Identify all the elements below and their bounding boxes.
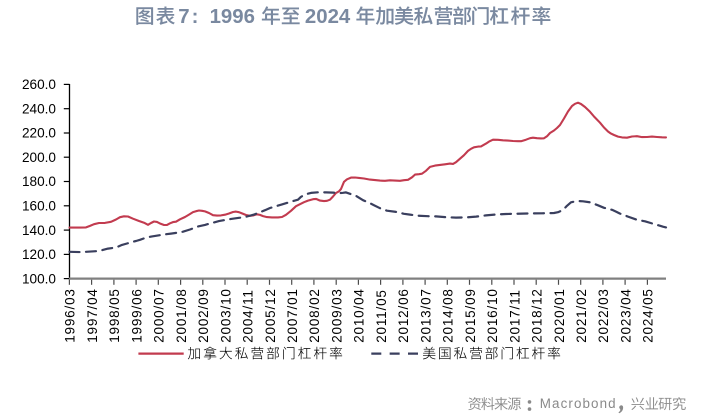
svg-text:1996/03: 1996/03 xyxy=(63,288,78,343)
svg-text:120.0: 120.0 xyxy=(22,247,56,262)
svg-text:2023/04: 2023/04 xyxy=(618,288,633,343)
svg-text:200.0: 200.0 xyxy=(22,150,56,165)
svg-text:2001/08: 2001/08 xyxy=(174,288,189,343)
svg-text:2004/11: 2004/11 xyxy=(241,289,256,343)
svg-text:Macrobond: Macrobond xyxy=(540,396,617,411)
svg-text:2016/10: 2016/10 xyxy=(485,288,500,343)
svg-text:160.0: 160.0 xyxy=(22,199,56,214)
svg-text:2022/03: 2022/03 xyxy=(596,288,611,343)
svg-text:1998/05: 1998/05 xyxy=(107,288,122,343)
svg-text:2014/08: 2014/08 xyxy=(441,288,456,343)
svg-text:2013/07: 2013/07 xyxy=(418,288,433,343)
svg-text:2002/09: 2002/09 xyxy=(196,288,211,343)
svg-text:2007/01: 2007/01 xyxy=(285,288,300,343)
svg-text:2015/09: 2015/09 xyxy=(463,288,478,343)
svg-text:1999/06: 1999/06 xyxy=(129,288,144,343)
svg-text:2000/07: 2000/07 xyxy=(152,288,167,343)
svg-text:240.0: 240.0 xyxy=(22,101,56,116)
svg-text:2008/02: 2008/02 xyxy=(307,288,322,343)
svg-text:260.0: 260.0 xyxy=(22,77,56,92)
svg-text:2024: 2024 xyxy=(305,6,351,28)
svg-text::: : xyxy=(192,6,199,28)
svg-text:2017/11: 2017/11 xyxy=(507,289,522,343)
svg-text:2003/10: 2003/10 xyxy=(218,288,233,343)
svg-text:2005/12: 2005/12 xyxy=(263,288,278,343)
svg-text:100.0: 100.0 xyxy=(22,271,56,286)
svg-text:2018/12: 2018/12 xyxy=(530,288,545,343)
svg-text:2010/04: 2010/04 xyxy=(352,288,367,343)
svg-text:2021/02: 2021/02 xyxy=(574,288,589,343)
svg-text:2020/01: 2020/01 xyxy=(552,288,567,343)
svg-text:2009/03: 2009/03 xyxy=(330,288,345,343)
svg-text:2012/06: 2012/06 xyxy=(396,288,411,343)
svg-text:2011/05: 2011/05 xyxy=(374,289,389,343)
svg-text:180.0: 180.0 xyxy=(22,174,56,189)
svg-text:1996: 1996 xyxy=(210,6,255,28)
svg-text:2024/05: 2024/05 xyxy=(641,288,656,343)
svg-text:7: 7 xyxy=(178,6,189,28)
svg-text:220.0: 220.0 xyxy=(22,126,56,141)
svg-text:1997/04: 1997/04 xyxy=(85,288,100,343)
svg-text:140.0: 140.0 xyxy=(22,223,56,238)
